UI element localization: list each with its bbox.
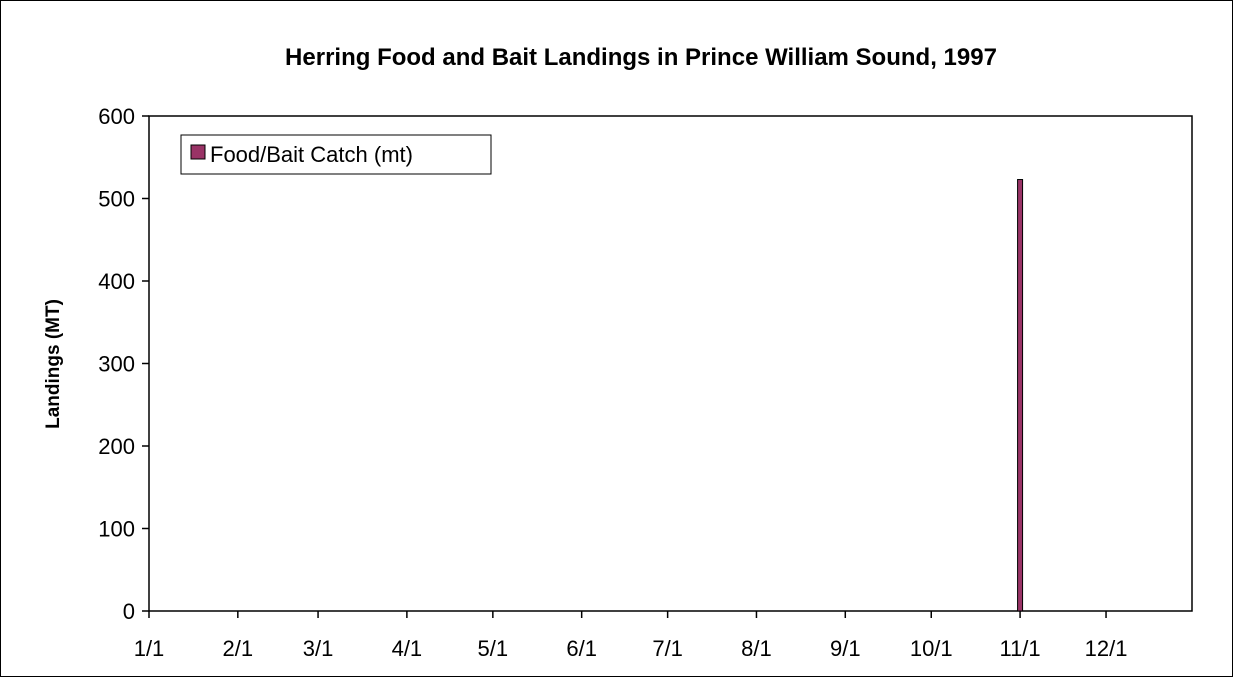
legend-swatch [190,144,206,160]
x-tick-label: 7/1 [652,636,683,661]
x-tick-label: 9/1 [830,636,861,661]
legend: Food/Bait Catch (mt) [180,134,492,175]
bar [1017,179,1024,612]
plot-area [148,115,1193,612]
x-axis: 1/1 2/1 3/1 4/1 5/1 6/1 7/1 8/1 9/1 10/1 11/1 12/1 [134,611,1128,661]
y-axis-label: Landings (MT) [43,299,64,429]
y-axis: 0 100 200 300 400 500 600 [98,104,149,624]
x-tick-label: 10/1 [910,636,953,661]
chart-title: Herring Food and Bait Landings in Prince… [285,44,997,71]
y-tick-label: 0 [123,599,135,624]
x-tick-label: 5/1 [478,636,509,661]
legend-entry-label: Food/Bait Catch (mt) [210,142,413,167]
x-tick-label: 11/1 [999,636,1040,661]
legend-box [180,134,492,175]
x-tick-label: 4/1 [392,636,423,661]
y-tick-label: 600 [98,104,135,129]
x-tick-label: 8/1 [741,636,772,661]
y-tick-label: 300 [98,352,135,377]
x-tick-label: 12/1 [1085,636,1128,661]
y-tick-label: 200 [98,434,135,459]
x-tick-label: 6/1 [566,636,597,661]
x-tick-label: 1/1 [134,636,165,661]
y-tick-label: 100 [98,517,135,542]
y-tick-label: 500 [98,187,135,212]
x-tick-label: 3/1 [303,636,334,661]
y-tick-label: 400 [98,269,135,294]
bar-series [1017,179,1024,612]
x-tick-label: 2/1 [223,636,254,661]
